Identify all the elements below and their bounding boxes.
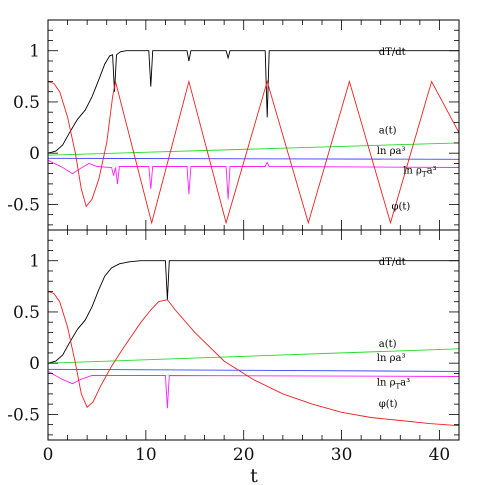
y-tick-label: 1 (29, 252, 40, 272)
x-tick-label: 10 (135, 445, 157, 465)
series-a-bottom (47, 348, 460, 364)
y-tick-label: -0.5 (7, 405, 40, 425)
series-phi-bottom (47, 291, 460, 427)
curve-label: a(t) (379, 339, 397, 350)
curve-label: ln ρTa³ (403, 166, 436, 179)
panel-top: -0.5 0 0.5 1 dT/dt a(t) ln ρa³ ln ρTa³ φ(t) (7, 19, 460, 231)
curve-label: φ(t) (391, 202, 410, 213)
series-lnrho-bottom (47, 368, 460, 372)
curve-label: a(t) (379, 126, 397, 137)
series-phi-top (47, 79, 460, 225)
series-dTdt-top (47, 50, 459, 154)
curve-label: dT/dt (379, 47, 406, 58)
series-lnrhoT-bottom (47, 371, 460, 409)
x-tick-label: 30 (331, 445, 353, 465)
curve-label: ln ρa³ (377, 146, 406, 157)
plot-frame-bottom (47, 229, 460, 441)
x-axis-title: t (250, 465, 258, 485)
y-tick-label: 1 (29, 42, 40, 62)
x-axis-tick-labels: 0 10 20 30 40 (43, 445, 451, 465)
series-lnrho-top (47, 157, 460, 160)
x-tick-label: 40 (429, 445, 451, 465)
x-tick-label: 0 (43, 445, 54, 465)
series-a-top (47, 142, 460, 156)
curve-label: dT/dt (379, 257, 406, 268)
y-tick-label: 0.5 (13, 303, 40, 323)
curve-label: ln ρTa³ (377, 378, 410, 391)
y-tick-label: 0.5 (13, 93, 40, 113)
curve-label: ln ρa³ (377, 353, 406, 364)
series-lnrhoT-top (47, 159, 460, 200)
series-dTdt-bottom (47, 260, 459, 364)
y-tick-label: -0.5 (7, 195, 40, 215)
panels: -0.5 0 0.5 1 dT/dt a(t) ln ρa³ ln ρTa³ φ(t) -0.5 0… (7, 19, 460, 441)
y-tick-label: 0 (29, 144, 40, 164)
x-tick-label: 20 (233, 445, 255, 465)
panel-bottom: -0.5 0 0.5 1 dT/dt a(t) ln ρa³ ln ρTa³ φ(t) (7, 229, 460, 441)
curve-label: φ(t) (379, 399, 398, 410)
y-tick-label: 0 (29, 354, 40, 374)
